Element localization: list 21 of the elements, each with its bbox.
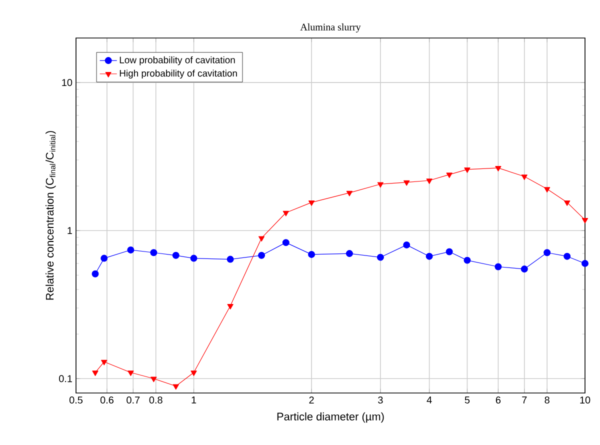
legend-label: Low probability of cavitation (120, 56, 235, 66)
x-tick-label: 1 (192, 396, 196, 404)
legend-label: High probability of cavitation (120, 70, 237, 79)
x-tick-label: 8 (544, 396, 550, 404)
x-tick-label: 0.6 (100, 396, 114, 404)
y-tick-label: 1 (68, 227, 72, 234)
x-tick-label: 4 (426, 396, 432, 404)
x-tick-label: 3 (378, 396, 383, 404)
y-tick-label: 10 (62, 79, 72, 86)
y-tick-label: 0.1 (59, 375, 72, 382)
x-tick-label: 6 (496, 396, 501, 404)
y-axis-title: Relative concentration (C$_{final}$/C$_{initial}$) (46, 131, 56, 300)
x-tick-label: 10 (580, 396, 590, 404)
x-tick-label: 2 (309, 396, 314, 404)
x-tick-label: 7 (522, 396, 527, 404)
chart-title: Alumina slurry (300, 23, 361, 32)
x-tick-label: 5 (464, 396, 470, 404)
x-tick-label: 0.5 (69, 396, 83, 404)
x-tick-label: 0.7 (126, 396, 140, 404)
x-axis-title: Particle diameter (µm) (277, 412, 384, 423)
x-tick-label: 0.8 (149, 396, 162, 404)
